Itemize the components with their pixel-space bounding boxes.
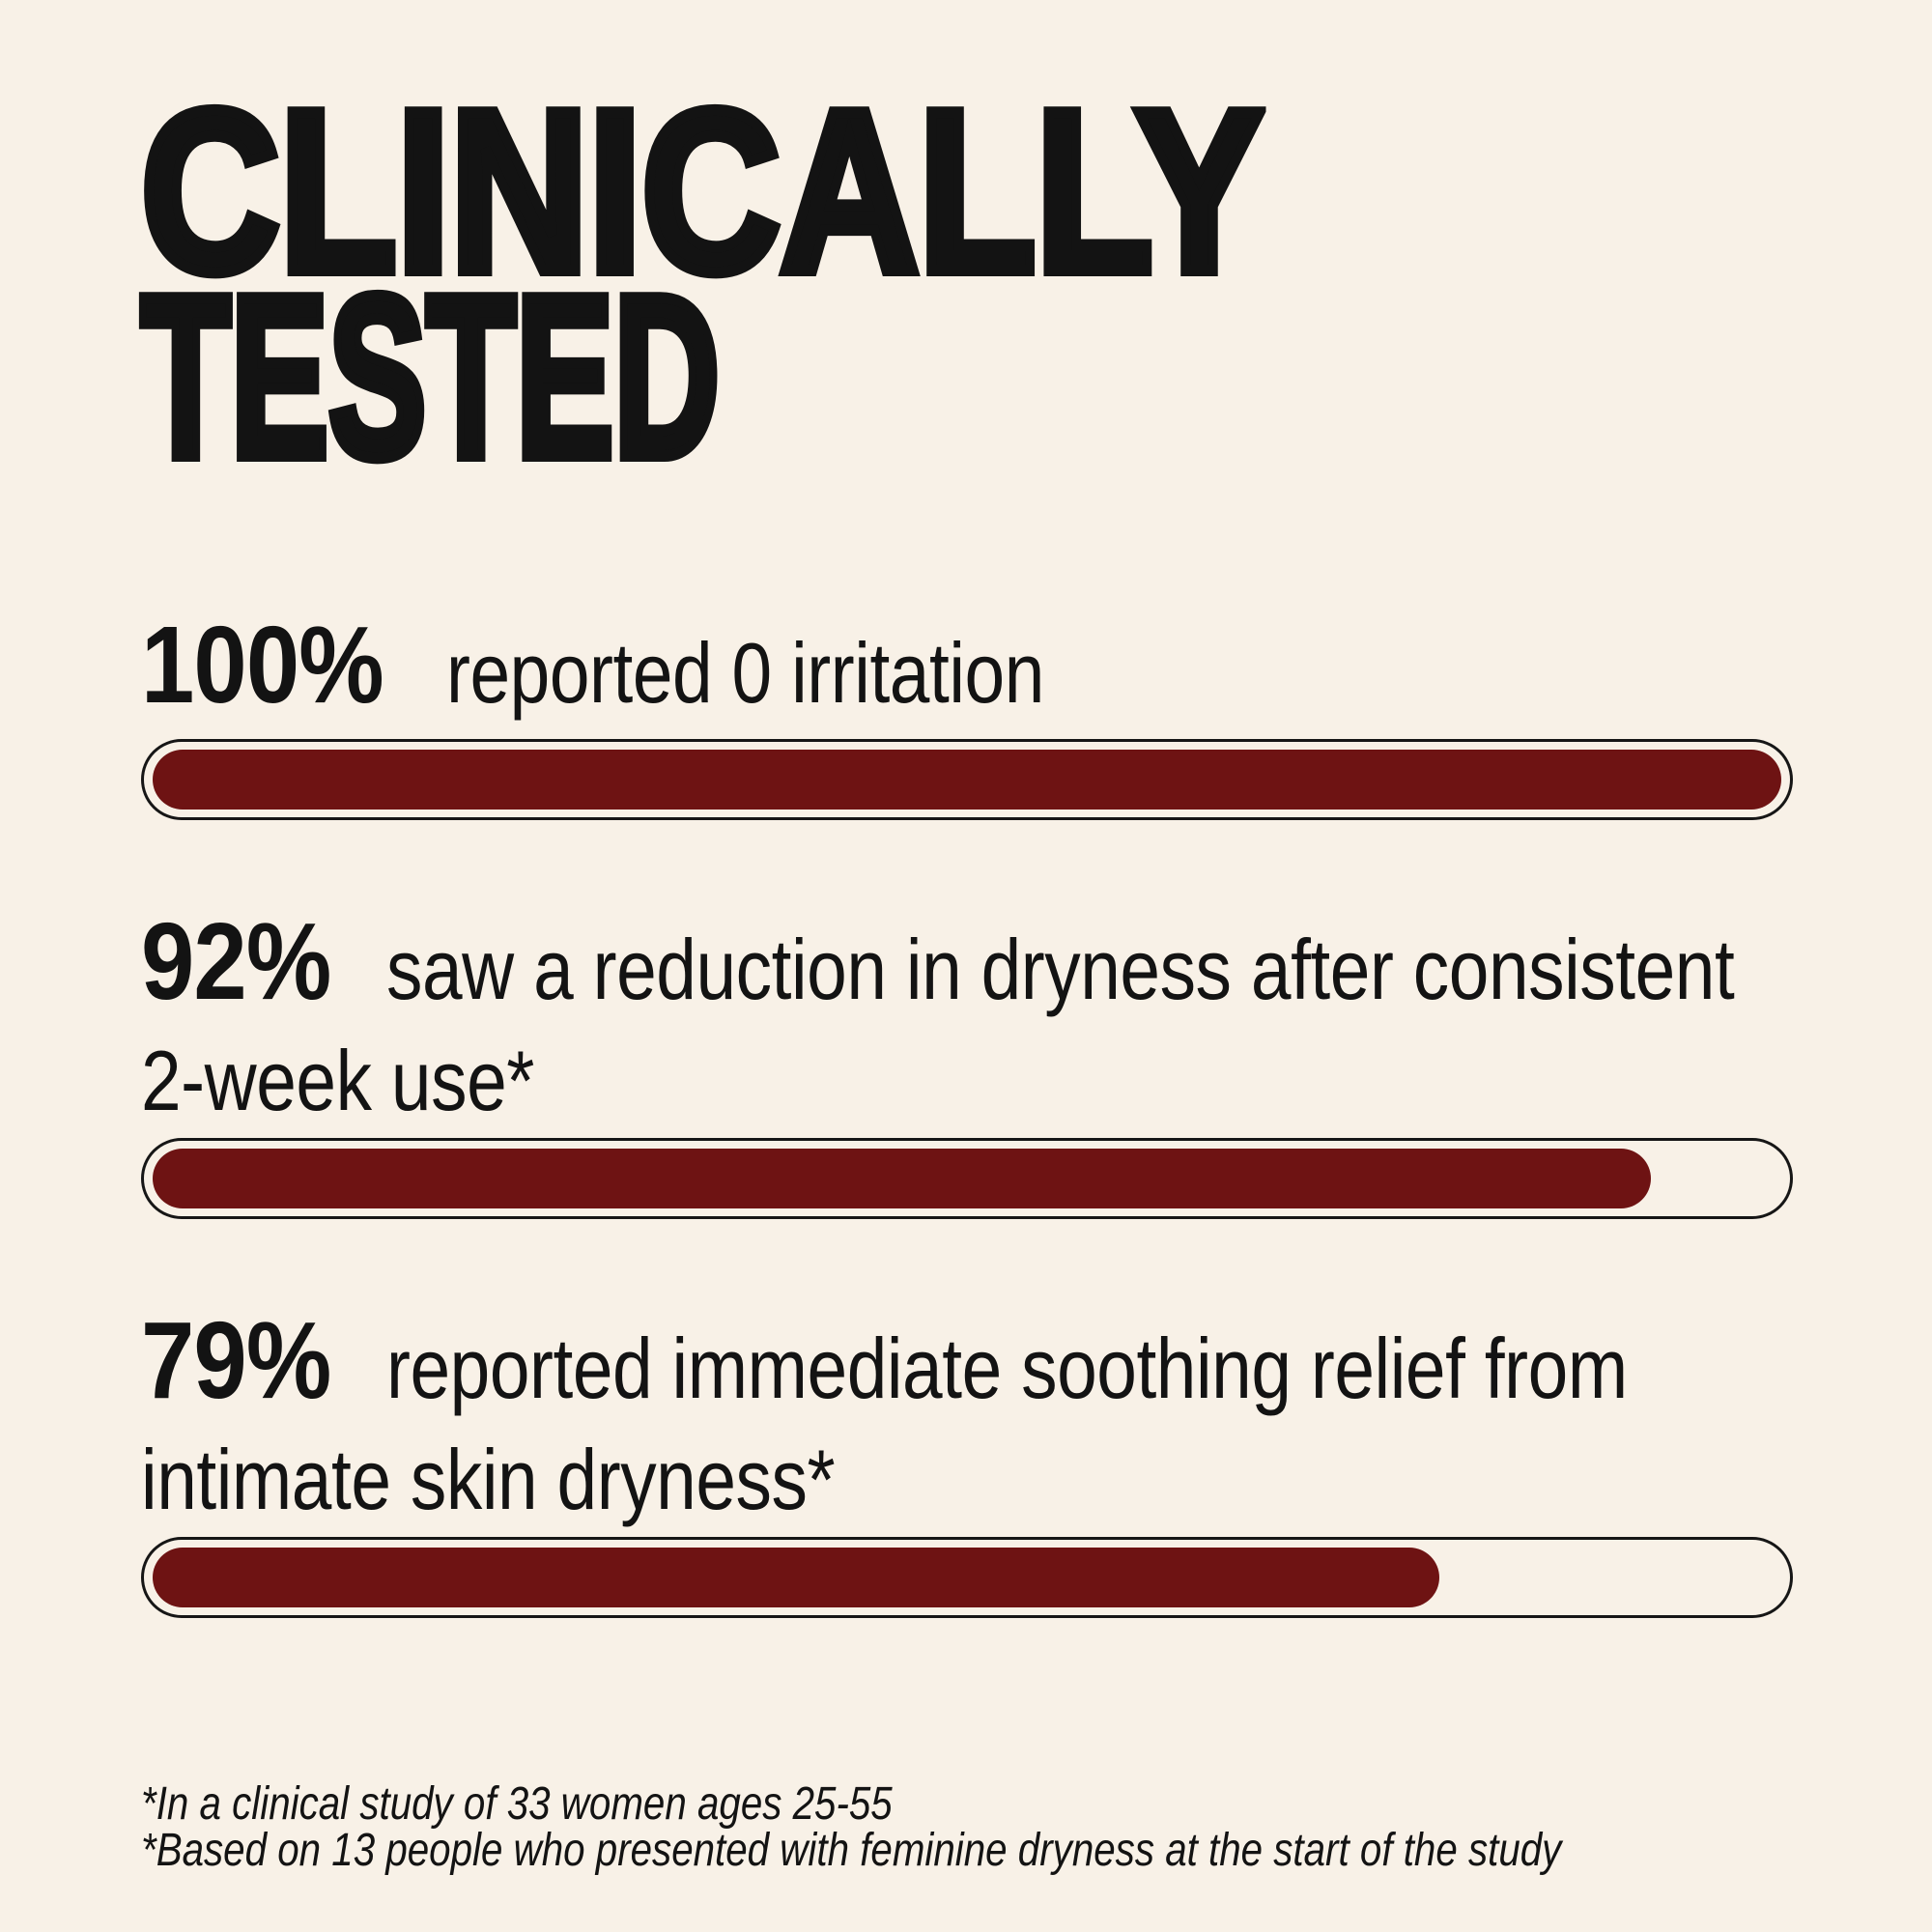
stat-description-line-2: intimate skin dryness* bbox=[141, 1432, 836, 1527]
progress-fill bbox=[153, 1149, 1652, 1208]
progress-bar bbox=[141, 739, 1793, 820]
stat-description: reported immediate soothing relief from bbox=[386, 1321, 1628, 1416]
stat-headline: 79% reported immediate soothing relief fr… bbox=[141, 1300, 1793, 1429]
progress-bar bbox=[141, 1138, 1793, 1219]
title-line-2: TESTED bbox=[137, 249, 724, 505]
stat-row-soothing-relief: 79% reported immediate soothing relief fr… bbox=[141, 1300, 1793, 1618]
stat-headline: 100% reported 0 irritation bbox=[141, 605, 1793, 733]
progress-bar bbox=[141, 1537, 1793, 1618]
stat-description: saw a reduction in dryness after consist… bbox=[386, 922, 1735, 1017]
stat-row-irritation: 100% reported 0 irritation bbox=[141, 605, 1793, 820]
title-line-1: CLINICALLY bbox=[136, 64, 1268, 320]
stat-value: 79% bbox=[141, 1299, 331, 1421]
footnote-2: *Based on 13 people who presented with f… bbox=[141, 1825, 1562, 1876]
stat-value: 92% bbox=[141, 900, 331, 1022]
progress-fill bbox=[153, 1548, 1439, 1607]
stat-description: reported 0 irritation bbox=[446, 625, 1044, 721]
footnote-1: *In a clinical study of 33 women ages 25… bbox=[141, 1778, 893, 1830]
stat-headline: 92% saw a reduction in dryness after cons… bbox=[141, 901, 1793, 1030]
stat-value: 100% bbox=[141, 604, 384, 725]
progress-fill bbox=[153, 750, 1781, 810]
footnotes: *In a clinical study of 33 women ages 25… bbox=[141, 1778, 1562, 1876]
stat-description-line-2: 2-week use* bbox=[141, 1033, 534, 1128]
stats-list: 100% reported 0 irritation 92% saw a reduc… bbox=[141, 605, 1793, 1618]
page-title: CLINICALLY TESTED bbox=[136, 64, 1793, 505]
stat-row-dryness-reduction: 92% saw a reduction in dryness after cons… bbox=[141, 901, 1793, 1219]
